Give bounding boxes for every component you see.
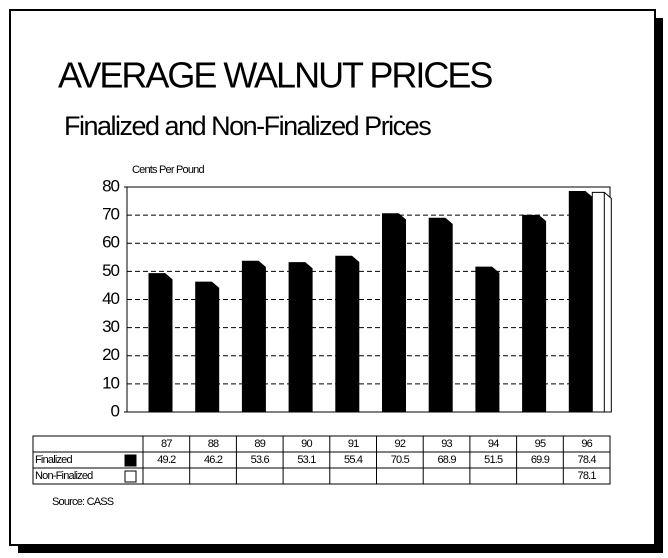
x-tick-label: 88 xyxy=(208,438,219,450)
table-value: 68.9 xyxy=(437,454,456,466)
x-tick-label: 90 xyxy=(301,438,312,450)
bar xyxy=(148,273,173,413)
table-value: 53.6 xyxy=(251,454,270,466)
legend-swatch xyxy=(124,470,137,483)
table-value: 51.5 xyxy=(484,454,503,466)
bar xyxy=(522,214,547,413)
y-tick-label: 40 xyxy=(102,289,119,308)
table-value: 78.4 xyxy=(578,454,597,466)
x-tick-label: 92 xyxy=(395,438,406,450)
table-value: 46.2 xyxy=(204,454,223,466)
y-tick-label: 60 xyxy=(102,233,119,252)
bar xyxy=(195,281,220,413)
y-axis-label: Cents Per Pound xyxy=(132,164,204,176)
table-value: 69.9 xyxy=(531,454,550,466)
x-tick-label: 89 xyxy=(254,438,265,450)
frame xyxy=(9,9,656,546)
y-tick-label: 50 xyxy=(102,261,119,280)
bar xyxy=(568,191,593,413)
y-tick-label: 0 xyxy=(111,401,120,420)
y-tick-label: 70 xyxy=(102,205,119,224)
y-tick-label: 20 xyxy=(102,345,119,364)
x-tick-label: 87 xyxy=(161,438,172,450)
table-value: 49.2 xyxy=(157,454,176,466)
legend-label: Non-Finalized xyxy=(35,470,93,482)
table-value: 55.4 xyxy=(344,454,363,466)
x-tick-label: 94 xyxy=(488,438,499,450)
table-value: 53.1 xyxy=(297,454,316,466)
table-value: 70.5 xyxy=(391,454,410,466)
bar xyxy=(241,260,266,413)
y-tick-label: 30 xyxy=(102,317,119,336)
x-tick-label: 95 xyxy=(535,438,546,450)
source: Source: CASS xyxy=(52,496,114,508)
legend-swatch xyxy=(124,454,137,467)
bar xyxy=(475,266,500,413)
x-tick-label: 91 xyxy=(348,438,359,450)
y-tick-label: 10 xyxy=(102,373,119,392)
y-tick-label: 80 xyxy=(102,176,119,195)
chart-subtitle: Finalized and Non-Finalized Prices xyxy=(64,111,431,141)
bar xyxy=(591,191,612,413)
x-tick-label: 96 xyxy=(581,438,592,450)
bar xyxy=(335,255,360,413)
chart-title: AVERAGE WALNUT PRICES xyxy=(58,55,492,96)
bar xyxy=(382,213,406,413)
bar xyxy=(288,262,313,413)
x-tick-label: 93 xyxy=(441,438,452,450)
bar xyxy=(428,217,453,413)
table-value: 78.1 xyxy=(578,470,597,482)
legend-label: Finalized xyxy=(35,454,73,466)
